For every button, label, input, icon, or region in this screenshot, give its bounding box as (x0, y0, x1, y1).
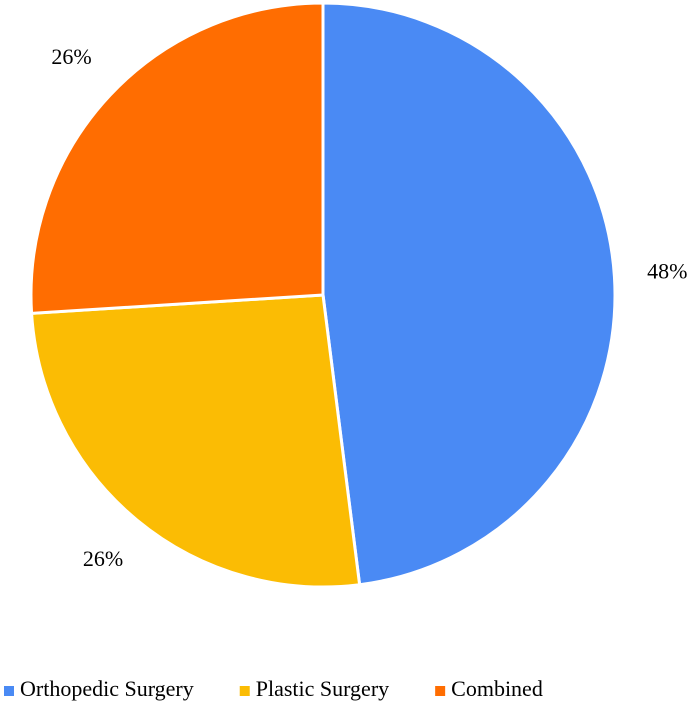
legend-label: Orthopedic Surgery (20, 676, 194, 701)
pie-slice (29, 1, 325, 315)
data-label: 48% (647, 258, 687, 283)
pie-slice (29, 293, 362, 589)
legend-label: Combined (451, 676, 543, 701)
legend-label: Plastic Surgery (256, 676, 389, 701)
legend-swatch (435, 686, 446, 696)
data-label: 26% (83, 546, 123, 571)
pie-slice (321, 1, 617, 587)
data-label: 26% (51, 44, 91, 69)
legend-swatch (4, 686, 14, 696)
legend-swatch (239, 686, 250, 696)
